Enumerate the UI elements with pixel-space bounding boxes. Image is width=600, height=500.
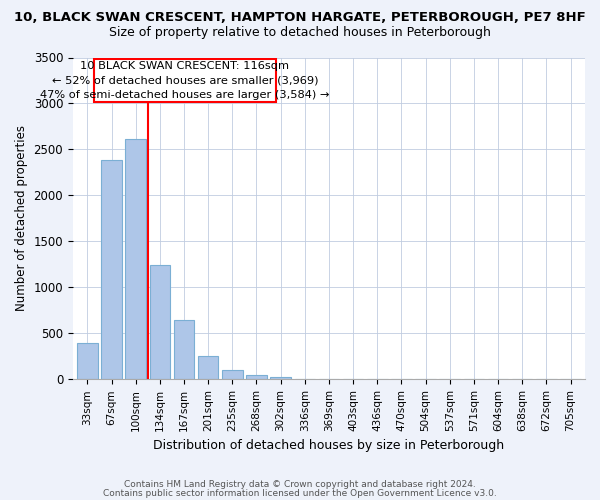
Y-axis label: Number of detached properties: Number of detached properties: [15, 126, 28, 312]
Bar: [246, 374, 267, 380]
X-axis label: Distribution of detached houses by size in Peterborough: Distribution of detached houses by size …: [154, 440, 505, 452]
Bar: [94, 60, 276, 102]
Bar: [149, 266, 170, 380]
Bar: [77, 344, 98, 380]
Bar: [101, 160, 122, 380]
Text: 10, BLACK SWAN CRESCENT, HAMPTON HARGATE, PETERBOROUGH, PE7 8HF: 10, BLACK SWAN CRESCENT, HAMPTON HARGATE…: [14, 11, 586, 24]
Text: Size of property relative to detached houses in Peterborough: Size of property relative to detached ho…: [109, 26, 491, 39]
Bar: [125, 140, 146, 380]
Bar: [271, 376, 291, 380]
Text: 10 BLACK SWAN CRESCENT: 116sqm
← 52% of detached houses are smaller (3,969)
47% : 10 BLACK SWAN CRESCENT: 116sqm ← 52% of …: [40, 61, 329, 100]
Text: Contains HM Land Registry data © Crown copyright and database right 2024.: Contains HM Land Registry data © Crown c…: [124, 480, 476, 489]
Bar: [198, 356, 218, 380]
Bar: [222, 370, 242, 380]
Text: Contains public sector information licensed under the Open Government Licence v3: Contains public sector information licen…: [103, 489, 497, 498]
Bar: [174, 320, 194, 380]
